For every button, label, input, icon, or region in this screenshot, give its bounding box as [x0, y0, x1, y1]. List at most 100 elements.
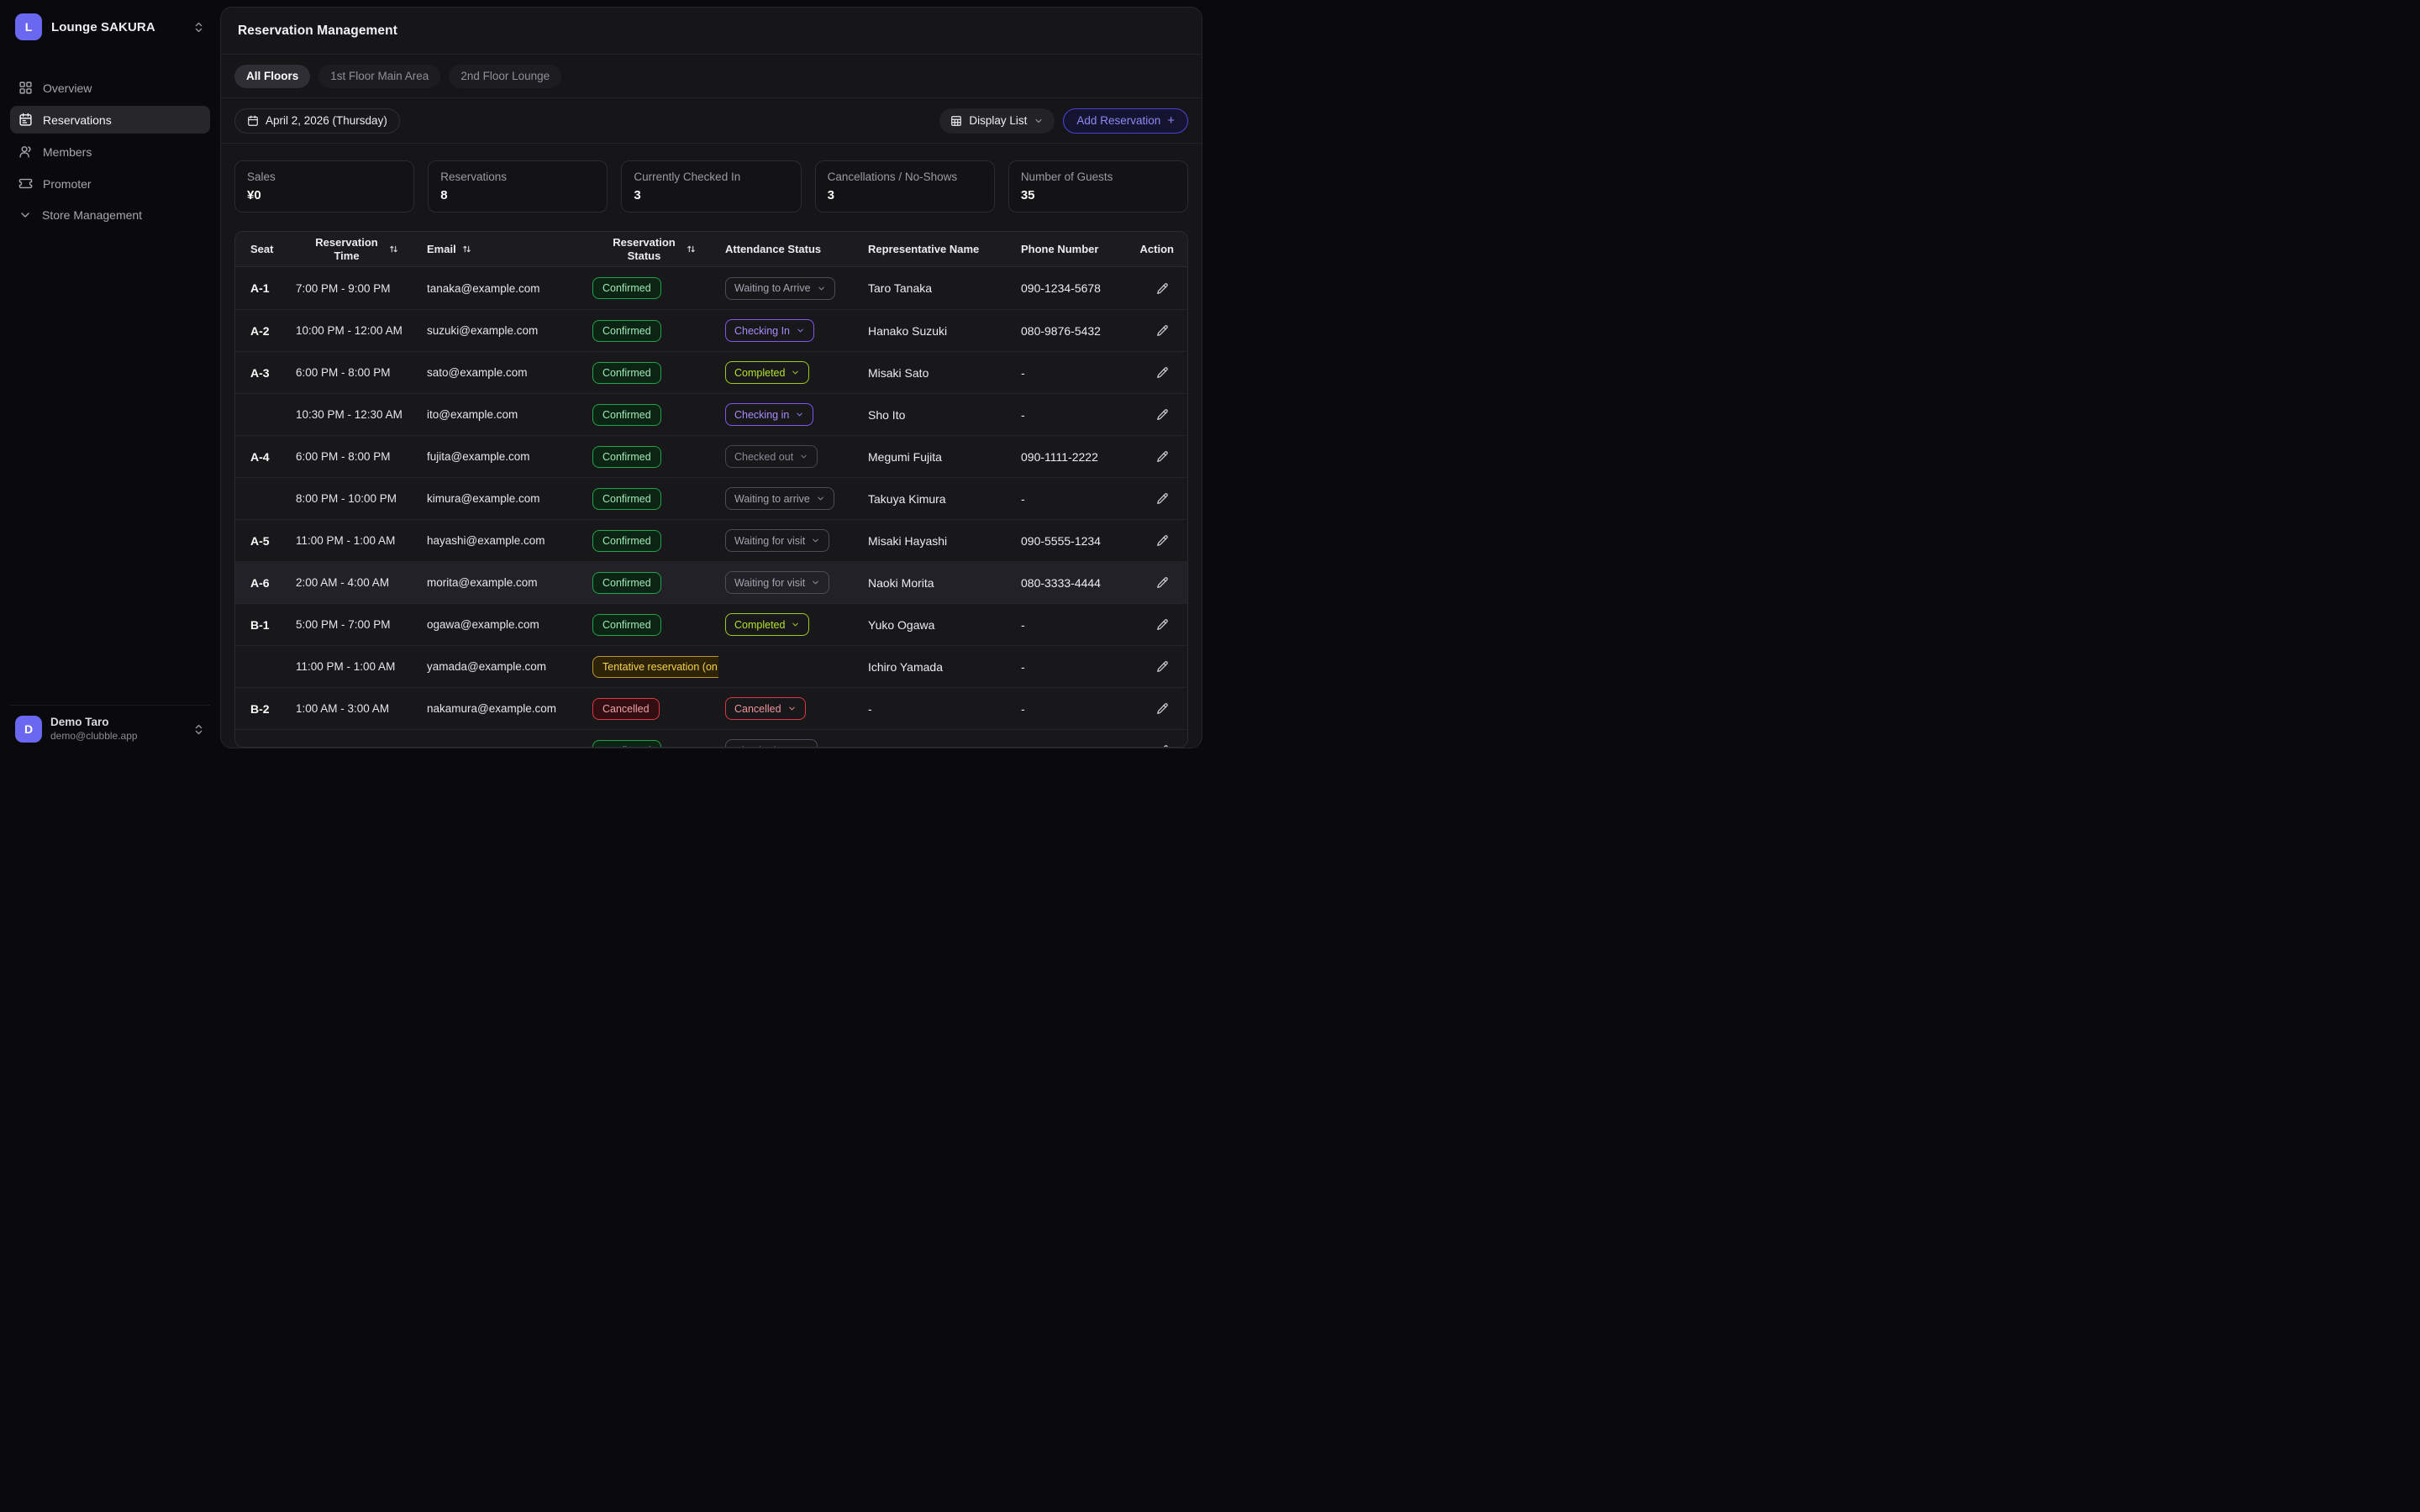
reservation-status-cell: Confirmed [586, 359, 718, 387]
floor-tab-2nd-floor[interactable]: 2nd Floor Lounge [449, 64, 562, 88]
chevron-down-icon [792, 622, 799, 627]
main-panel: Reservation Management All Floors 1st Fl… [220, 7, 1202, 748]
attendance-status-dropdown[interactable]: Waiting to Arrive [725, 276, 835, 300]
reservation-status-cell: Confirmed [586, 611, 718, 639]
phone-number: 080-9876-5432 [1021, 323, 1101, 338]
calendar-icon [18, 113, 33, 127]
sidebar-item-label: Store Management [42, 208, 143, 222]
seat-label: A-2 [250, 323, 270, 338]
phone-number: 090-5555-1234 [1021, 533, 1101, 548]
edit-reservation-button[interactable] [1153, 279, 1172, 298]
attendance-status-dropdown[interactable]: Checking In [725, 319, 815, 343]
attendance-status-label: Checking In [734, 324, 791, 337]
display-list-dropdown[interactable]: Display List [939, 108, 1055, 134]
edit-reservation-button[interactable] [1153, 657, 1172, 676]
reservation-status-badge: Cancelled [592, 697, 660, 720]
add-reservation-button[interactable]: Add Reservation + [1063, 108, 1188, 134]
attendance-status-label: Completed [734, 618, 786, 631]
chevron-down-icon [813, 538, 819, 543]
attendance-status-dropdown[interactable]: Waiting for visit [725, 571, 830, 595]
user-avatar: D [15, 716, 42, 743]
representative-name: Naoki Morita [868, 575, 934, 590]
date-picker-button[interactable]: April 2, 2026 (Thursday) [234, 108, 400, 134]
column-header-seat: Seat [250, 242, 274, 255]
attendance-status-dropdown[interactable]: Waiting for visit [725, 529, 830, 553]
attendance-status-dropdown[interactable]: Completed [725, 613, 810, 637]
floor-tab-all-floors[interactable]: All Floors [234, 64, 311, 88]
table-row: B-2 1:00 AM - 3:00 AM nakamura@example.c… [235, 687, 1187, 729]
edit-reservation-button[interactable] [1153, 405, 1172, 424]
table-row: A-1 7:00 PM - 9:00 PM tanaka@example.com… [235, 267, 1187, 309]
stat-value: ¥0 [247, 188, 261, 202]
attendance-status-dropdown[interactable]: Waiting to arrive [725, 487, 834, 511]
table-row: A-4 6:00 PM - 8:00 PM fujita@example.com… [235, 435, 1187, 477]
attendance-status-label: Waiting to Arrive [734, 282, 811, 295]
reservation-status-badge: Confirmed [592, 487, 661, 510]
workspace-switcher[interactable]: L Lounge SAKURA [10, 13, 210, 40]
user-menu[interactable]: D Demo Taro demo@clubble.app [10, 705, 210, 744]
reservation-time: 1:00 AM - 3:00 AM [296, 702, 390, 716]
column-header-representative-name: Representative Name [868, 242, 980, 255]
reservation-time: 10:00 PM - 12:00 AM [296, 324, 402, 338]
sidebar-item-reservations[interactable]: Reservations [10, 106, 210, 134]
reservation-status-badge: Confirmed [592, 319, 661, 342]
edit-reservation-button[interactable] [1153, 489, 1172, 508]
attendance-status-dropdown[interactable]: Checked out [725, 445, 818, 469]
edit-reservation-button[interactable] [1153, 573, 1172, 592]
sidebar-item-store-management[interactable]: Store Management [10, 202, 210, 228]
stat-card-cancellations: Cancellations / No-Shows 3 [814, 160, 995, 213]
seat-label [235, 664, 289, 670]
reservation-status-cell: Confirmed [586, 569, 718, 597]
reservation-time: 2:00 AM - 4:00 AM [296, 576, 390, 590]
seat-label: A-5 [250, 533, 270, 548]
reservation-email: fujita@example.com [427, 450, 530, 464]
stat-card-reservations: Reservations 8 [428, 160, 608, 213]
sidebar-item-members[interactable]: Members [10, 138, 210, 165]
table-icon [950, 115, 962, 127]
seat-label: A-3 [250, 365, 270, 380]
attendance-status-dropdown[interactable]: Checked out [725, 739, 818, 747]
chevrons-up-down-icon [192, 723, 205, 736]
attendance-status-dropdown[interactable]: Cancelled [725, 697, 806, 721]
attendance-status-dropdown[interactable]: Completed [725, 361, 810, 385]
attendance-status-cell: Checked out [718, 442, 861, 471]
edit-reservation-button[interactable] [1153, 447, 1172, 466]
table-row: A-5 11:00 PM - 1:00 AM hayashi@example.c… [235, 519, 1187, 561]
edit-reservation-button[interactable] [1153, 363, 1172, 382]
edit-reservation-button[interactable] [1153, 741, 1172, 747]
edit-reservation-button[interactable] [1153, 699, 1172, 718]
column-header-reservation-time[interactable]: Reservation Time [289, 232, 420, 266]
reservation-email: ito@example.com [427, 408, 518, 422]
edit-reservation-button[interactable] [1153, 321, 1172, 340]
edit-reservation-button[interactable] [1153, 615, 1172, 634]
display-list-label: Display List [969, 114, 1028, 127]
reservation-time: 5:00 PM - 7:00 PM [296, 618, 391, 632]
pencil-icon [1157, 325, 1168, 337]
reservation-email: suzuki@example.com [427, 324, 539, 338]
floor-filter-tabs: All Floors 1st Floor Main Area 2nd Floor… [221, 55, 1202, 98]
representative-name: Megumi Fujita [868, 449, 942, 464]
edit-reservation-button[interactable] [1153, 531, 1172, 550]
reservation-status-cell: Tentative reservation (on hold) [586, 653, 718, 681]
sidebar-item-promoter[interactable]: Promoter [10, 170, 210, 197]
sidebar-item-overview[interactable]: Overview [10, 74, 210, 102]
user-email: demo@clubble.app [50, 729, 138, 742]
stat-card-checked-in: Currently Checked In 3 [621, 160, 802, 213]
column-header-reservation-status[interactable]: Reservation Status [586, 232, 718, 266]
attendance-status-label: Waiting for visit [734, 576, 806, 589]
toolbar: April 2, 2026 (Thursday) Display List Ad… [221, 98, 1202, 144]
reservation-status-cell: Confirmed [586, 485, 718, 513]
phone-number: - [1021, 701, 1025, 716]
attendance-status-dropdown[interactable]: Checking in [725, 403, 814, 427]
floor-tab-1st-floor[interactable]: 1st Floor Main Area [318, 64, 441, 88]
reservation-email: sato@example.com [427, 366, 528, 380]
calendar-icon [247, 115, 259, 127]
reservation-time: 10:30 PM - 12:30 AM [296, 408, 402, 422]
pencil-icon [1157, 619, 1168, 631]
column-header-email[interactable]: Email [420, 239, 586, 260]
chevron-down-icon [797, 412, 803, 417]
reservation-time: 8:00 PM - 10:00 PM [296, 492, 397, 506]
reservation-email: ogawa@example.com [427, 618, 539, 632]
ticket-icon [18, 176, 33, 191]
attendance-status-label: Cancelled [734, 702, 781, 715]
